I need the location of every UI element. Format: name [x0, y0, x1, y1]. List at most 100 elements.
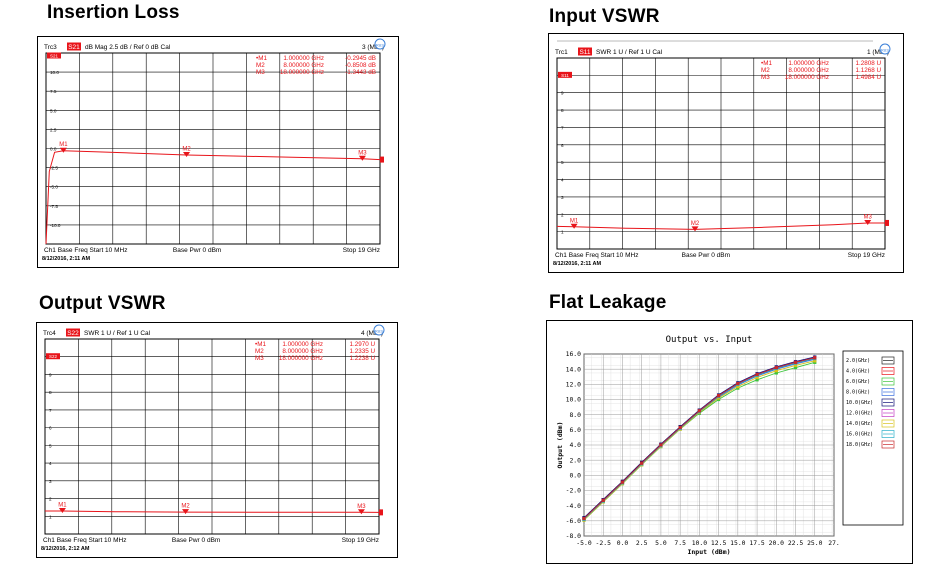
legend-box [842, 350, 904, 526]
legend-entry: 10.0(GHz) [846, 400, 873, 406]
param-label: S21 [68, 44, 80, 51]
ref-badge-label: S22 [49, 354, 58, 359]
max-label: 3 (Max) [362, 44, 384, 51]
y-tick-label: 5 [561, 160, 564, 165]
series-point [774, 366, 778, 370]
legend-entry: 4.0(GHz) [846, 369, 870, 375]
marker-label: M2 [182, 147, 191, 153]
footer-left: Ch1 Base Freq Start 10 MHz [555, 252, 638, 259]
y-tick-label: -10.0 [50, 223, 61, 228]
y-tick-label: 6 [49, 426, 52, 431]
rs-logo-icon [374, 38, 386, 50]
y-tick-label: 5.0 [50, 108, 57, 113]
y-tick-label: 3 [561, 195, 564, 200]
marker-label: M3 [864, 214, 873, 220]
trace-line [45, 150, 381, 245]
legend-entry: 16.0(GHz) [846, 432, 873, 438]
scale-label: SWR 1 U / Ref 1 U Cal [596, 49, 663, 56]
marker-readout-value: 1.2808 U [855, 60, 881, 67]
footer-right: Stop 19 GHz [343, 247, 380, 254]
marker-readout-freq: 8.000000 GHz [283, 62, 324, 69]
footer-right: Stop 19 GHz [848, 252, 885, 259]
y-tick-label: 14.0 [566, 365, 582, 373]
y-tick-label: -8.0 [566, 532, 582, 540]
footer-mid: Base Pwr 0 dBm [172, 537, 220, 544]
y-tick-label: -7.5 [50, 204, 58, 209]
legend-entry: 2.0(GHz) [846, 358, 870, 364]
trace-label: Trc4 [43, 330, 56, 337]
series-point [717, 394, 721, 398]
marker-readout-freq: 1.000000 GHz [282, 341, 323, 348]
footer-left: Ch1 Base Freq Start 10 MHz [43, 537, 126, 544]
trace-end-tab [885, 219, 889, 226]
ref-badge-label: S11 [561, 73, 569, 78]
marker-triangle [357, 509, 365, 515]
trace-label: Trc3 [44, 44, 57, 51]
rs-logo-icon [373, 324, 385, 336]
ref-badge-label: S21 [50, 54, 59, 59]
marker-readout-name: M2 [256, 62, 265, 69]
y-tick-label: 0.0 [569, 472, 581, 480]
footer-left: Ch1 Base Freq Start 10 MHz [44, 247, 127, 254]
marker-readout-name: M2 [761, 67, 770, 74]
legend-entry: 6.0(GHz) [846, 379, 870, 385]
legend-entry: 8.0(GHz) [846, 390, 870, 396]
x-tick-label: -2.5 [596, 539, 612, 547]
y-tick-label: 8 [49, 390, 52, 395]
marker-readout-freq: 1.000000 GHz [788, 60, 829, 67]
scale-label: SWR 1 U / Ref 1 U Cal [84, 330, 151, 337]
marker-triangle [691, 226, 699, 232]
series-point [755, 372, 759, 377]
marker-triangle [864, 219, 872, 225]
series-point [582, 516, 586, 521]
marker-label: M3 [357, 504, 366, 510]
series-point [678, 425, 682, 430]
marker-label: M3 [358, 150, 367, 156]
footer-right: Stop 19 GHz [342, 537, 379, 544]
chart-title: Output vs. Input [666, 335, 753, 345]
marker-readout-value: -0.8508 dB [345, 62, 376, 69]
y-tick-label: 7.5 [50, 89, 57, 94]
marker-readout-value: 1.2238 U [349, 355, 375, 362]
datetime: 8/12/2016, 2:12 AM [41, 546, 90, 552]
marker-triangle [182, 509, 190, 515]
y-axis-label: Output (dBm) [556, 422, 564, 469]
marker-readout-freq: 1.000000 GHz [283, 55, 324, 62]
marker-triangle [183, 152, 191, 158]
y-tick-label: 9 [561, 91, 564, 96]
trace-label: Trc1 [555, 49, 568, 56]
y-tick-label: 4.0 [569, 441, 581, 449]
max-label: 4 (Max) [361, 330, 383, 337]
marker-triangle [58, 508, 66, 514]
marker-readout-freq: 8.000000 GHz [282, 348, 323, 355]
marker-readout-value: 1.1268 U [855, 67, 881, 74]
marker-readout-value: 1.2970 U [349, 341, 375, 348]
marker-readout-value: -1.3443 dB [345, 69, 376, 76]
y-tick-label: 4 [49, 461, 52, 466]
ref-badge [46, 353, 60, 360]
y-tick-label: 2.5 [50, 127, 57, 132]
input-vswr-title: Input VSWR [549, 6, 660, 27]
marker-readout-name: M3 [256, 69, 265, 76]
y-tick-label: 1 [49, 514, 52, 519]
y-tick-label: 9 [49, 372, 52, 377]
marker-readout-name: M2 [255, 348, 264, 355]
y-tick-label: 10.0 [566, 396, 582, 404]
trace-end-tab [379, 509, 383, 516]
series-point [813, 356, 817, 360]
rs-logo-text: R&S [881, 48, 890, 53]
ref-badge [47, 52, 61, 59]
x-tick-label: 25.0 [807, 539, 823, 547]
x-tick-label: 10.0 [692, 539, 708, 547]
marker-readout-freq: 18.000000 GHz [279, 355, 323, 362]
y-tick-label: -2.0 [566, 487, 582, 495]
ref-badge [558, 71, 572, 78]
marker-triangle [358, 155, 366, 161]
series-point [659, 443, 663, 447]
x-axis-label: Input (dBm) [687, 548, 730, 556]
scale-label: dB Mag 2.5 dB / Ref 0 dB Cal [85, 44, 171, 51]
trace-line [556, 222, 885, 230]
x-tick-label: 7.5 [674, 539, 686, 547]
marker-label: M2 [691, 221, 700, 227]
